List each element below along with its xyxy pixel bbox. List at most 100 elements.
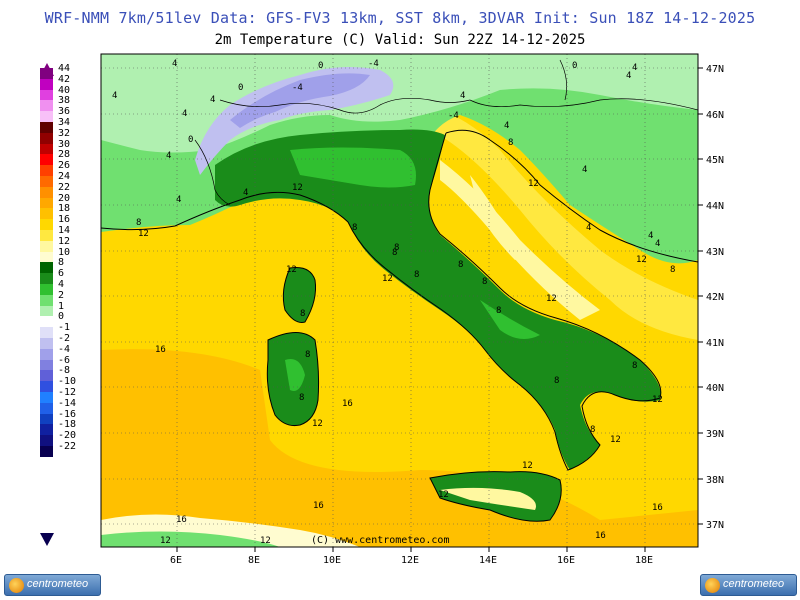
legend-swatch (40, 175, 53, 187)
legend-swatch (40, 316, 53, 328)
lon-label: 18E (635, 555, 653, 566)
legend-level-label: -10 (58, 376, 77, 388)
legend-level-label: -8 (58, 365, 71, 377)
logo-right: centrometeo (700, 574, 797, 596)
legend-swatch (40, 154, 53, 166)
contour-label: 8 (554, 376, 559, 386)
legend-swatch (40, 294, 53, 306)
legend-row: 34 (36, 117, 96, 133)
legend-row: -8 (36, 365, 96, 382)
legend-level-label: 34 (58, 116, 71, 128)
contour-label: 12 (260, 536, 271, 546)
legend-swatch (40, 89, 53, 101)
contour-label: 12 (382, 274, 393, 284)
legend-row: -16 (36, 409, 96, 425)
contour-label: 16 (595, 531, 606, 541)
legend-row: 26 (36, 160, 96, 176)
logo-left: centrometeo (4, 574, 101, 596)
contour-label: 12 (610, 435, 621, 445)
contour-label: 4 (182, 109, 187, 119)
legend-swatch (40, 273, 53, 284)
legend-swatch (40, 327, 53, 338)
lat-label: 40N (706, 383, 724, 394)
legend-level-label: -20 (58, 430, 77, 442)
legend-level-label: 28 (58, 149, 71, 161)
legend-swatch (40, 391, 53, 403)
legend-row: 28 (36, 149, 96, 166)
legend-level-label: 40 (58, 84, 71, 96)
legend-level-label: 20 (58, 192, 71, 204)
legend-swatch (40, 219, 53, 230)
legend-swatch (40, 111, 53, 122)
contour-label: 8 (136, 218, 141, 228)
credit-text: (C) www.centrometeo.com (311, 535, 449, 546)
contour-label: 12 (292, 183, 303, 193)
legend-row: 16 (36, 214, 96, 230)
legend-row: -14 (36, 398, 96, 414)
contour-label: 8 (305, 350, 310, 360)
legend-swatch (40, 283, 53, 295)
contour-label: 4 (172, 59, 177, 69)
legend-swatch (40, 68, 53, 79)
land-corsica (283, 267, 316, 323)
legend-level-label: -6 (58, 354, 71, 366)
lat-label: 42N (706, 292, 724, 303)
legend-row: 44 (36, 63, 96, 79)
land-italy (215, 129, 661, 471)
legend-level-label: -18 (58, 419, 77, 431)
legend-swatch (40, 229, 53, 241)
legend-level-label: 18 (58, 203, 71, 215)
legend-row: 6 (36, 268, 96, 284)
legend-row: 42 (36, 74, 96, 90)
contour-label: 4 (626, 71, 631, 81)
legend-row: 8 (36, 257, 96, 274)
legend-level-label: -4 (58, 343, 71, 355)
lon-label: 8E (248, 555, 260, 566)
legend-level-label: -22 (58, 440, 77, 452)
contour-label: 4 (504, 121, 509, 131)
contour-label: 8 (632, 361, 637, 371)
legend-swatch (40, 424, 53, 436)
contour-label: 8 (458, 260, 463, 270)
lat-label: 41N (706, 338, 724, 349)
legend-level-label: 4 (58, 278, 65, 290)
legend-swatch (40, 305, 53, 317)
legend-level-label: 6 (58, 268, 65, 280)
legend-swatch (40, 132, 53, 144)
contour-label: 4 (460, 91, 465, 101)
map-frame (100, 53, 699, 548)
legend-swatch (40, 262, 53, 274)
legend-swatch (40, 121, 53, 133)
contour-label: -4 (292, 83, 303, 93)
legend-row: -22 (36, 441, 96, 457)
logo-text: centrometeo (27, 578, 89, 590)
lon-label: 16E (557, 555, 575, 566)
lat-label: 45N (706, 155, 724, 166)
legend-row: 20 (36, 193, 96, 209)
legend-row: -20 (36, 430, 96, 446)
legend-level-label: 30 (58, 138, 71, 150)
lat-label: 46N (706, 110, 724, 121)
lat-label: 44N (706, 201, 724, 212)
legend-row: 38 (36, 95, 96, 112)
contour-label: 16 (652, 503, 663, 513)
contour-label: -4 (448, 111, 459, 121)
legend-level-label: 32 (58, 127, 71, 139)
legend-level-label: 38 (58, 95, 71, 107)
contour-label: 4 (210, 95, 215, 105)
contour-label: 12 (138, 229, 149, 239)
legend-level-label: 44 (58, 63, 71, 74)
legend-level-label: 2 (58, 289, 65, 301)
contour-label: 4 (243, 188, 248, 198)
legend-swatch (40, 78, 53, 90)
contour-label: 4 (586, 223, 591, 233)
legend-row: 18 (36, 203, 96, 220)
contour-label: 4 (112, 91, 117, 101)
contour-label: 12 (636, 255, 647, 265)
legend-level-label: 16 (58, 214, 71, 226)
contour-label: 4 (176, 195, 181, 205)
contour-label: 0 (238, 83, 243, 93)
legend-swatch (40, 186, 53, 198)
legend-row: -2 (36, 333, 96, 349)
